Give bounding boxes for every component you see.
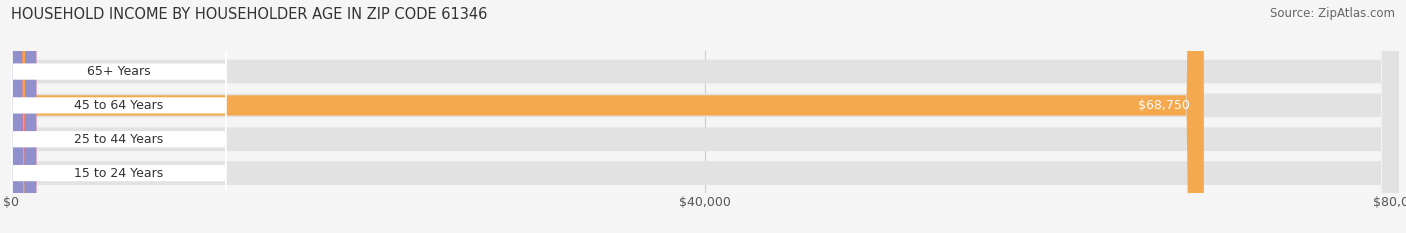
Text: 65+ Years: 65+ Years [87,65,150,78]
FancyBboxPatch shape [11,0,1399,233]
FancyBboxPatch shape [11,0,226,233]
Text: $0: $0 [51,167,66,180]
FancyBboxPatch shape [11,0,37,233]
FancyBboxPatch shape [11,0,226,233]
FancyBboxPatch shape [11,0,37,233]
Text: Source: ZipAtlas.com: Source: ZipAtlas.com [1270,7,1395,20]
FancyBboxPatch shape [11,0,1204,233]
Text: $0: $0 [51,65,66,78]
Text: $68,750: $68,750 [1137,99,1189,112]
Text: HOUSEHOLD INCOME BY HOUSEHOLDER AGE IN ZIP CODE 61346: HOUSEHOLD INCOME BY HOUSEHOLDER AGE IN Z… [11,7,488,22]
Text: 45 to 64 Years: 45 to 64 Years [75,99,163,112]
Text: 15 to 24 Years: 15 to 24 Years [75,167,163,180]
FancyBboxPatch shape [11,0,1399,233]
FancyBboxPatch shape [11,0,1399,233]
Text: $0: $0 [51,133,66,146]
FancyBboxPatch shape [11,0,37,233]
FancyBboxPatch shape [11,0,226,233]
FancyBboxPatch shape [11,0,226,233]
FancyBboxPatch shape [11,0,1399,233]
Text: 25 to 44 Years: 25 to 44 Years [75,133,163,146]
